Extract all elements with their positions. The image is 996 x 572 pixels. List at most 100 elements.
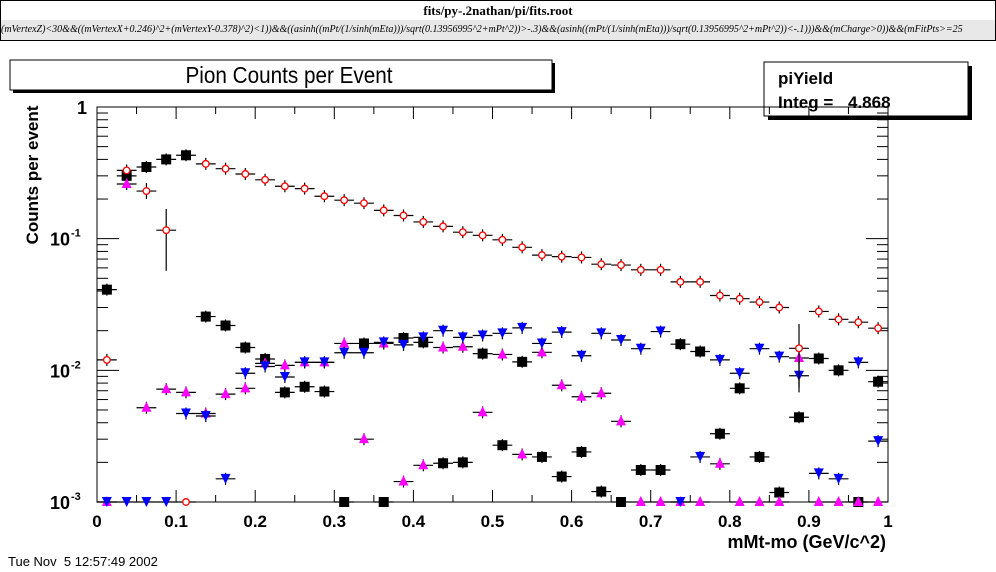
open-circle-marker <box>696 277 705 286</box>
square-marker <box>754 451 765 462</box>
open-circle-marker <box>814 307 823 316</box>
triangle-up-marker <box>833 496 844 506</box>
triangle-down-marker <box>873 436 884 447</box>
data-point-blue-triangles-down <box>551 326 572 339</box>
triangle-down-marker <box>358 347 369 358</box>
triangle-up-marker <box>457 340 468 351</box>
triangle-down-marker <box>497 328 508 339</box>
data-point-blue-triangles-down <box>650 325 671 338</box>
x-tick-label: 0.6 <box>560 512 584 531</box>
triangle-down-marker <box>774 351 785 362</box>
open-circle-marker <box>795 344 803 353</box>
triangle-up-marker <box>635 496 646 506</box>
data-point-magenta-triangles-up <box>472 406 493 419</box>
square-marker <box>497 440 508 451</box>
triangle-up-marker <box>279 359 290 370</box>
data-point-blue-triangles-down <box>314 356 335 369</box>
open-circle-marker <box>162 226 171 235</box>
square-marker <box>101 284 112 295</box>
data-point-red-open-circles <box>452 226 473 239</box>
data-point-black-squares <box>532 450 552 463</box>
data-point-magenta-triangles-up <box>749 496 770 506</box>
triangle-up-marker <box>714 457 725 468</box>
title-box: Pion Counts per Event <box>9 59 555 93</box>
square-marker <box>517 356 528 367</box>
stats-box: piYield Integ = 4.868 <box>763 61 972 120</box>
data-point-black-squares <box>868 375 888 388</box>
triangle-up-marker <box>141 401 152 412</box>
data-point-magenta-triangles-up <box>215 388 236 401</box>
chart-title: Pion Counts per Event <box>185 62 392 88</box>
square-marker <box>536 451 547 462</box>
data-point-black-squares <box>215 319 236 332</box>
data-point-blue-triangles-down <box>611 333 631 346</box>
triangle-down-marker <box>596 328 607 339</box>
square-marker <box>714 428 725 439</box>
open-circle-marker <box>518 243 527 252</box>
data-point-black-squares <box>294 380 315 393</box>
triangle-down-marker <box>121 497 132 507</box>
triangle-down-marker <box>398 339 409 350</box>
square-marker <box>279 387 290 398</box>
data-point-magenta-triangles-up <box>393 475 414 488</box>
data-point-magenta-triangles-up <box>571 390 592 403</box>
y-axis-label: Counts per event <box>23 105 42 244</box>
data-point-red-open-circles <box>848 316 869 329</box>
triangle-down-marker <box>180 408 191 419</box>
data-point-magenta-triangles-up <box>136 401 157 414</box>
x-tick-label: 0.7 <box>639 512 663 531</box>
data-point-black-squares <box>512 355 533 368</box>
data-point-magenta-triangles-up <box>611 415 631 428</box>
y-tick-label: 1 <box>77 98 87 118</box>
data-point-magenta-triangles-up <box>591 387 612 400</box>
data-point-black-squares <box>492 439 513 452</box>
square-marker <box>794 412 805 423</box>
x-tick-label: 0.5 <box>481 512 505 531</box>
triangle-up-marker <box>853 496 864 506</box>
open-circle-marker <box>617 261 625 270</box>
triangle-up-marker <box>220 388 231 399</box>
triangle-down-marker <box>161 497 172 507</box>
triangle-up-marker <box>655 496 666 506</box>
data-point-red-open-circles <box>393 209 414 222</box>
open-circle-marker <box>379 206 388 215</box>
triangle-down-marker <box>319 357 330 368</box>
data-point-black-squares <box>828 364 849 377</box>
triangle-up-marker <box>180 386 191 397</box>
open-circle-marker <box>557 252 566 261</box>
square-marker <box>161 154 172 165</box>
data-point-blue-triangles-down <box>749 342 770 355</box>
data-point-blue-triangles-down <box>116 497 137 507</box>
data-point-blue-triangles-down <box>393 338 414 351</box>
triangle-up-marker <box>438 341 449 352</box>
data-point-blue-triangles-down <box>156 497 177 507</box>
square-marker <box>180 150 191 161</box>
data-point-red-open-circles <box>690 275 711 288</box>
x-axis-label: mMt-mo (GeV/c^2) <box>727 532 886 552</box>
open-circle-marker <box>182 498 190 506</box>
square-marker <box>240 342 251 353</box>
data-point-magenta-triangles-up <box>235 382 256 395</box>
data-point-black-squares <box>433 457 453 470</box>
data-point-magenta-triangles-up <box>551 379 572 392</box>
triangle-down-marker <box>260 361 271 372</box>
triangle-down-marker <box>576 350 587 361</box>
data-point-black-squares <box>670 338 691 351</box>
triangle-up-marker <box>774 496 785 506</box>
open-circle-marker <box>300 184 309 193</box>
data-point-red-open-circles <box>611 259 631 272</box>
open-circle-marker <box>676 277 685 286</box>
data-point-red-open-circles <box>433 220 453 233</box>
data-point-blue-triangles-down <box>413 331 434 344</box>
data-point-red-open-circles <box>868 322 888 335</box>
triangle-up-marker <box>240 382 251 393</box>
stats-integ-label: Integ = <box>778 93 838 112</box>
data-point-black-squares <box>334 497 355 507</box>
data-point-red-open-circles <box>729 292 750 305</box>
triangle-down-marker <box>477 330 488 341</box>
data-point-magenta-triangles-up <box>729 496 750 506</box>
data-point-red-open-circles <box>156 209 177 271</box>
data-point-black-squares <box>97 283 117 296</box>
data-point-red-open-circles <box>215 162 236 175</box>
data-point-red-open-circles <box>136 182 157 200</box>
